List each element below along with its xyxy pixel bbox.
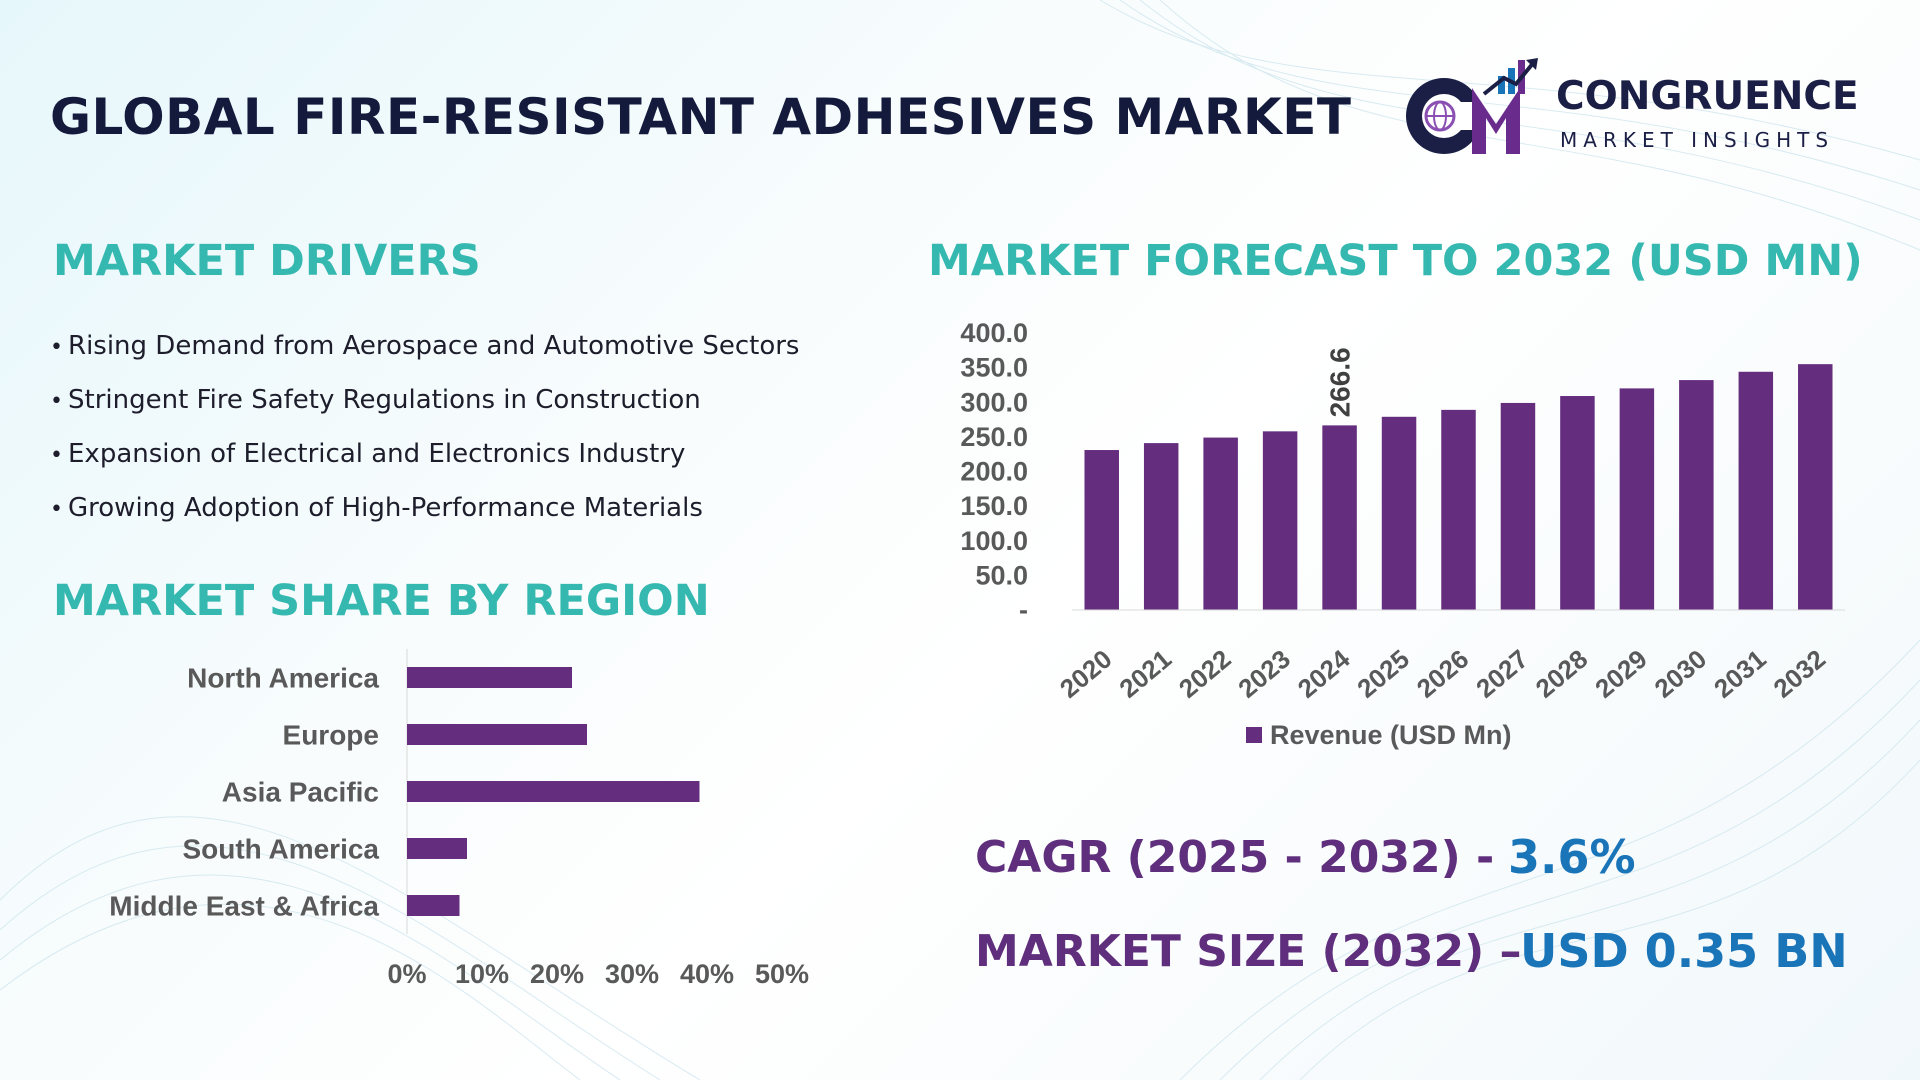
y-tick-label: 250.0 [960, 422, 1028, 452]
forecast-bar [1738, 371, 1774, 610]
y-tick-label: 50.0 [975, 560, 1028, 590]
bullet-icon: • [50, 389, 63, 414]
forecast-bar [1322, 425, 1357, 610]
legend-swatch [1246, 727, 1262, 743]
driver-item: • Rising Demand from Aerospace and Automo… [50, 322, 799, 376]
driver-item: • Expansion of Electrical and Electronics… [50, 430, 799, 484]
drivers-list: • Rising Demand from Aerospace and Automo… [50, 322, 799, 538]
region-heading: MARKET SHARE BY REGION [53, 576, 710, 626]
region-label: Middle East & Africa [109, 891, 379, 922]
forecast-bar [1679, 380, 1714, 610]
x-tick-label: 20% [530, 959, 584, 989]
forecast-bar [1262, 431, 1298, 610]
driver-item: • Stringent Fire Safety Regulations in Co… [50, 376, 799, 430]
page-title: GLOBAL FIRE-RESISTANT ADHESIVES MARKET [50, 88, 1352, 146]
x-tick-label: 40% [680, 959, 734, 989]
forecast-bar [1500, 402, 1536, 610]
driver-text: Expansion of Electrical and Electronics … [68, 439, 686, 469]
driver-text: Growing Adoption of High-Performance Mat… [68, 493, 703, 523]
region-bar [407, 724, 587, 745]
chart-legend: Revenue (USD Mn) [1246, 720, 1512, 750]
x-tick-label: 30% [605, 959, 659, 989]
x-tick-label: 50% [755, 959, 809, 989]
forecast-heading: MARKET FORECAST TO 2032 (USD MN) [928, 236, 1863, 286]
forecast-bar [1203, 437, 1238, 610]
forecast-bar [1381, 416, 1417, 610]
y-tick-label: 400.0 [960, 318, 1028, 348]
forecast-bar [1619, 388, 1655, 610]
region-bar [407, 781, 700, 802]
region-label: South America [182, 834, 379, 865]
bullet-icon: • [50, 497, 63, 522]
logo-mark-icon [1406, 58, 1538, 154]
driver-text: Stringent Fire Safety Regulations in Con… [68, 385, 701, 415]
y-tick-label: 100.0 [960, 526, 1028, 556]
bullet-icon: • [50, 443, 63, 468]
bullet-icon: • [50, 335, 63, 360]
y-tick-label: 150.0 [960, 491, 1028, 521]
legend-label: Revenue (USD Mn) [1270, 720, 1512, 750]
logo-tagline: MARKET INSIGHTS [1560, 128, 1835, 152]
region-bar [407, 667, 572, 688]
y-tick-label: 200.0 [960, 457, 1028, 487]
data-label: 266.6 [1325, 347, 1356, 417]
region-label: Europe [283, 720, 379, 751]
forecast-bar [1084, 450, 1119, 610]
y-tick-label: - [1019, 595, 1028, 625]
region-bar [407, 895, 460, 916]
y-tick-label: 300.0 [960, 387, 1028, 417]
forecast-bar [1798, 364, 1833, 610]
logo-name: CONGRUENCE [1556, 74, 1859, 119]
brand-logo: CONGRUENCE MARKET INSIGHTS [1400, 54, 1880, 164]
market-size-label: MARKET SIZE (2032) – [975, 926, 1522, 977]
region-bar [407, 838, 467, 859]
forecast-bar [1560, 396, 1595, 610]
y-tick-label: 350.0 [960, 353, 1028, 383]
forecast-bar [1441, 409, 1476, 610]
driver-item: • Growing Adoption of High-Performance Ma… [50, 484, 799, 538]
region-label: Asia Pacific [222, 777, 379, 808]
cagr-label: CAGR (2025 - 2032) - [975, 832, 1495, 883]
drivers-heading: MARKET DRIVERS [53, 236, 481, 286]
forecast-bar [1143, 443, 1179, 610]
region-label: North America [187, 663, 379, 694]
x-tick-label: 10% [455, 959, 509, 989]
cagr-value: 3.6% [1508, 830, 1636, 884]
x-tick-label: 0% [387, 959, 426, 989]
driver-text: Rising Demand from Aerospace and Automot… [68, 331, 800, 361]
market-size-value: USD 0.35 BN [1520, 924, 1848, 978]
